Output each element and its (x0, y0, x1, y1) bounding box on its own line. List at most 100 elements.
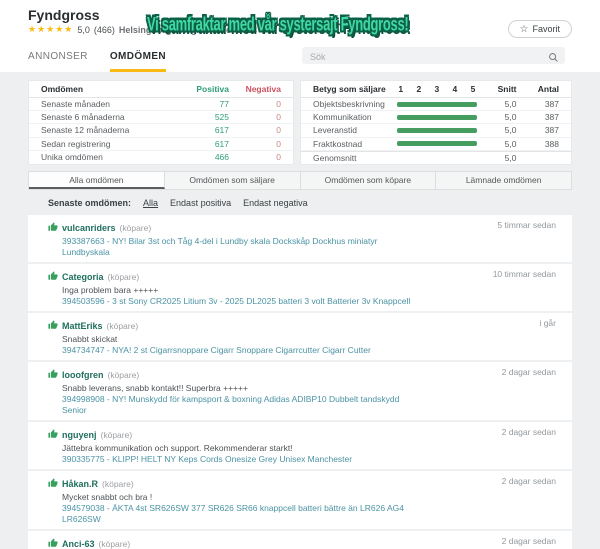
filter-endast-negativa[interactable]: Endast negativa (243, 198, 308, 208)
rating-avg-value: 5,0 (504, 112, 517, 123)
star-rating-icon: ★★★★★ (28, 24, 74, 34)
filter-label: Senaste omdömen: (48, 198, 132, 208)
summary-row: Sedan registrering 617 0 (29, 138, 293, 151)
tab-lamnade-omdomen[interactable]: Lämnade omdömen (465, 175, 542, 185)
search-box (302, 47, 565, 66)
feedback-role: (köpare) (107, 272, 140, 282)
filter-endast-positiva[interactable]: Endast positiva (170, 198, 232, 208)
rating-bar (395, 114, 480, 120)
thumb-up-icon (48, 317, 58, 329)
summary-row: Senaste 6 månaderna 525 0 (29, 111, 293, 125)
feedback-item-link[interactable]: 393387663 - NY! Bilar 3st och Tåg 4-del … (62, 236, 378, 257)
rating-average-value: 5,0 (504, 152, 517, 163)
scale-2: 2 (416, 84, 422, 94)
seller-meta: Helsingborg • Reg. oktober 2018 (118, 24, 258, 35)
summary-header-positive: Positiva (196, 84, 229, 94)
feedback-role: (köpare) (98, 539, 131, 549)
search-input[interactable] (302, 48, 565, 66)
summary-positive-value: 77 (219, 99, 229, 110)
rating-row: Kommunikation 5,0 387 (301, 111, 571, 125)
feedback-role: (köpare) (100, 430, 133, 440)
seller-rating-card: Betyg som säljare 1 2 3 4 5 Snitt Antal … (300, 80, 572, 165)
summary-negative-value: 0 (276, 152, 281, 163)
ratings-header-row: Betyg som säljare 1 2 3 4 5 Snitt Antal (301, 81, 571, 98)
rating-row: Leveranstid 5,0 387 (301, 124, 571, 138)
tab-alla-omdomen[interactable]: Alla omdömen (29, 172, 165, 189)
tab-omdomen-som-kopare[interactable]: Omdömen som köpare (301, 172, 437, 189)
feedback-username-link[interactable]: vulcanriders (62, 223, 116, 233)
feedback-comment: Inga problem bara +++++ (62, 285, 159, 295)
rating-bar-fill (396, 101, 478, 107)
feedback-item-link[interactable]: 394998908 - NY! Munskydd för kampsport &… (62, 394, 400, 415)
feedback-item-link[interactable]: 390335775 - KLIPP! HELT NY Keps Cords On… (62, 454, 353, 464)
feedback-role: (köpare) (102, 479, 134, 489)
rating-bar-fill (396, 114, 478, 120)
rating-bar (395, 141, 480, 147)
search-icon[interactable] (548, 50, 559, 68)
profile-nav-tabs: ANNONSER OMDÖMEN (28, 46, 167, 72)
feedback-item: Categoria (köpare) 10 timmar sedan Inga p… (28, 264, 572, 311)
feedback-username-link[interactable]: Categoria (62, 272, 104, 282)
feedback-summary-card: Omdömen Positiva Negativa Senaste månade… (28, 80, 294, 165)
promo-banner: Vi samfraktar med vår systersajt Fyndgro… (147, 12, 409, 35)
summary-negative-value: 0 (276, 99, 281, 110)
summary-negative-value: 0 (276, 138, 281, 149)
scale-4: 4 (452, 84, 458, 94)
feedback-comment: Snabb leverans, snabb kontakt!! Superbra… (62, 383, 248, 393)
summary-row-label: Senaste 6 månaderna (41, 112, 125, 123)
summary-positive-value: 617 (214, 125, 229, 136)
feedback-username-link[interactable]: nguyenj (62, 430, 97, 440)
feedback-item: MattEriks (köpare) i går Snabbt skickat 3… (28, 313, 572, 360)
feedback-role: (köpare) (106, 321, 139, 331)
feedback-item: nguyenj (köpare) 2 dagar sedan Jättebra k… (28, 422, 572, 469)
rating-avg-value: 5,0 (504, 99, 517, 110)
rating-average-label: Genomsnitt (313, 152, 357, 163)
rating-count-value: 387 (544, 112, 559, 123)
feedback-username-link[interactable]: MattEriks (62, 321, 103, 331)
rating-bar (395, 127, 480, 133)
ratings-header-count: Antal (537, 84, 559, 94)
ratings-header-label: Betyg som säljare (313, 84, 386, 94)
feedback-item: looofgren (köpare) 2 dagar sedan Snabb le… (28, 362, 572, 420)
rating-count: (466) (93, 24, 115, 35)
feedback-item-link[interactable]: 394503596 - 3 st Sony CR2025 Litium 3v -… (62, 296, 411, 306)
tab-annonser[interactable]: ANNONSER (28, 51, 88, 62)
rating-count-value: 387 (544, 125, 559, 136)
feedback-username-link[interactable]: Anci-63 (62, 539, 95, 549)
rating-average-row: Genomsnitt 5,0 (301, 150, 571, 164)
summary-row-label: Senaste 12 månaderna (41, 125, 130, 136)
feedback-username-link[interactable]: Håkan.R (62, 479, 99, 489)
feedback-timestamp: 2 dagar sedan (501, 476, 556, 486)
rating-count-value: 387 (544, 99, 559, 110)
feedback-item-link[interactable]: 394579038 - ÄKTA 4st SR626SW 377 SR626 S… (62, 503, 404, 524)
thumb-up-icon (48, 268, 58, 280)
rating-count-value: 388 (544, 138, 559, 149)
feedback-comment: Jättebra kommunikation och support. Reko… (62, 443, 293, 453)
feedback-comment: Mycket snabbt och bra ! (62, 492, 153, 502)
rating-row-label: Objektsbeskrivning (313, 99, 385, 110)
rating-row-label: Kommunikation (313, 112, 372, 123)
feedback-timestamp: 5 timmar sedan (497, 220, 556, 230)
feedback-item-link[interactable]: 394734747 - NYA! 2 st Cigarrsnoppare Cig… (62, 345, 371, 355)
feedback-item: Anci-63(köpare) 2 dagar sedan Snabb leve… (28, 531, 572, 549)
favorite-label: Favorit (532, 24, 560, 34)
feedback-username-link[interactable]: looofgren (62, 370, 104, 380)
rating-avg-value: 5,0 (504, 138, 517, 149)
summary-negative-value: 0 (276, 112, 281, 123)
thumb-up-icon (48, 535, 58, 547)
summary-row-label: Unika omdömen (41, 152, 103, 163)
seller-rating-line: ★★★★★ 5,0 (466) Helsingborg • Reg. oktob… (28, 24, 257, 35)
summary-positive-value: 617 (214, 138, 229, 149)
feedback-timestamp: i går (539, 318, 556, 328)
rating-bar-fill (396, 141, 478, 147)
rating-score: 5,0 (77, 24, 90, 35)
rating-row-label: Fraktkostnad (313, 138, 363, 149)
filter-alla[interactable]: Alla (143, 198, 159, 208)
tab-omdomen[interactable]: OMDÖMEN (109, 46, 167, 72)
feedback-timestamp: 2 dagar sedan (501, 427, 556, 437)
summary-row-label: Senaste månaden (41, 99, 110, 110)
ratings-scale: 1 2 3 4 5 (394, 84, 479, 94)
tab-omdomen-som-saljare[interactable]: Omdömen som säljare (165, 172, 301, 189)
favorite-button[interactable]: ☆ Favorit (507, 20, 572, 38)
